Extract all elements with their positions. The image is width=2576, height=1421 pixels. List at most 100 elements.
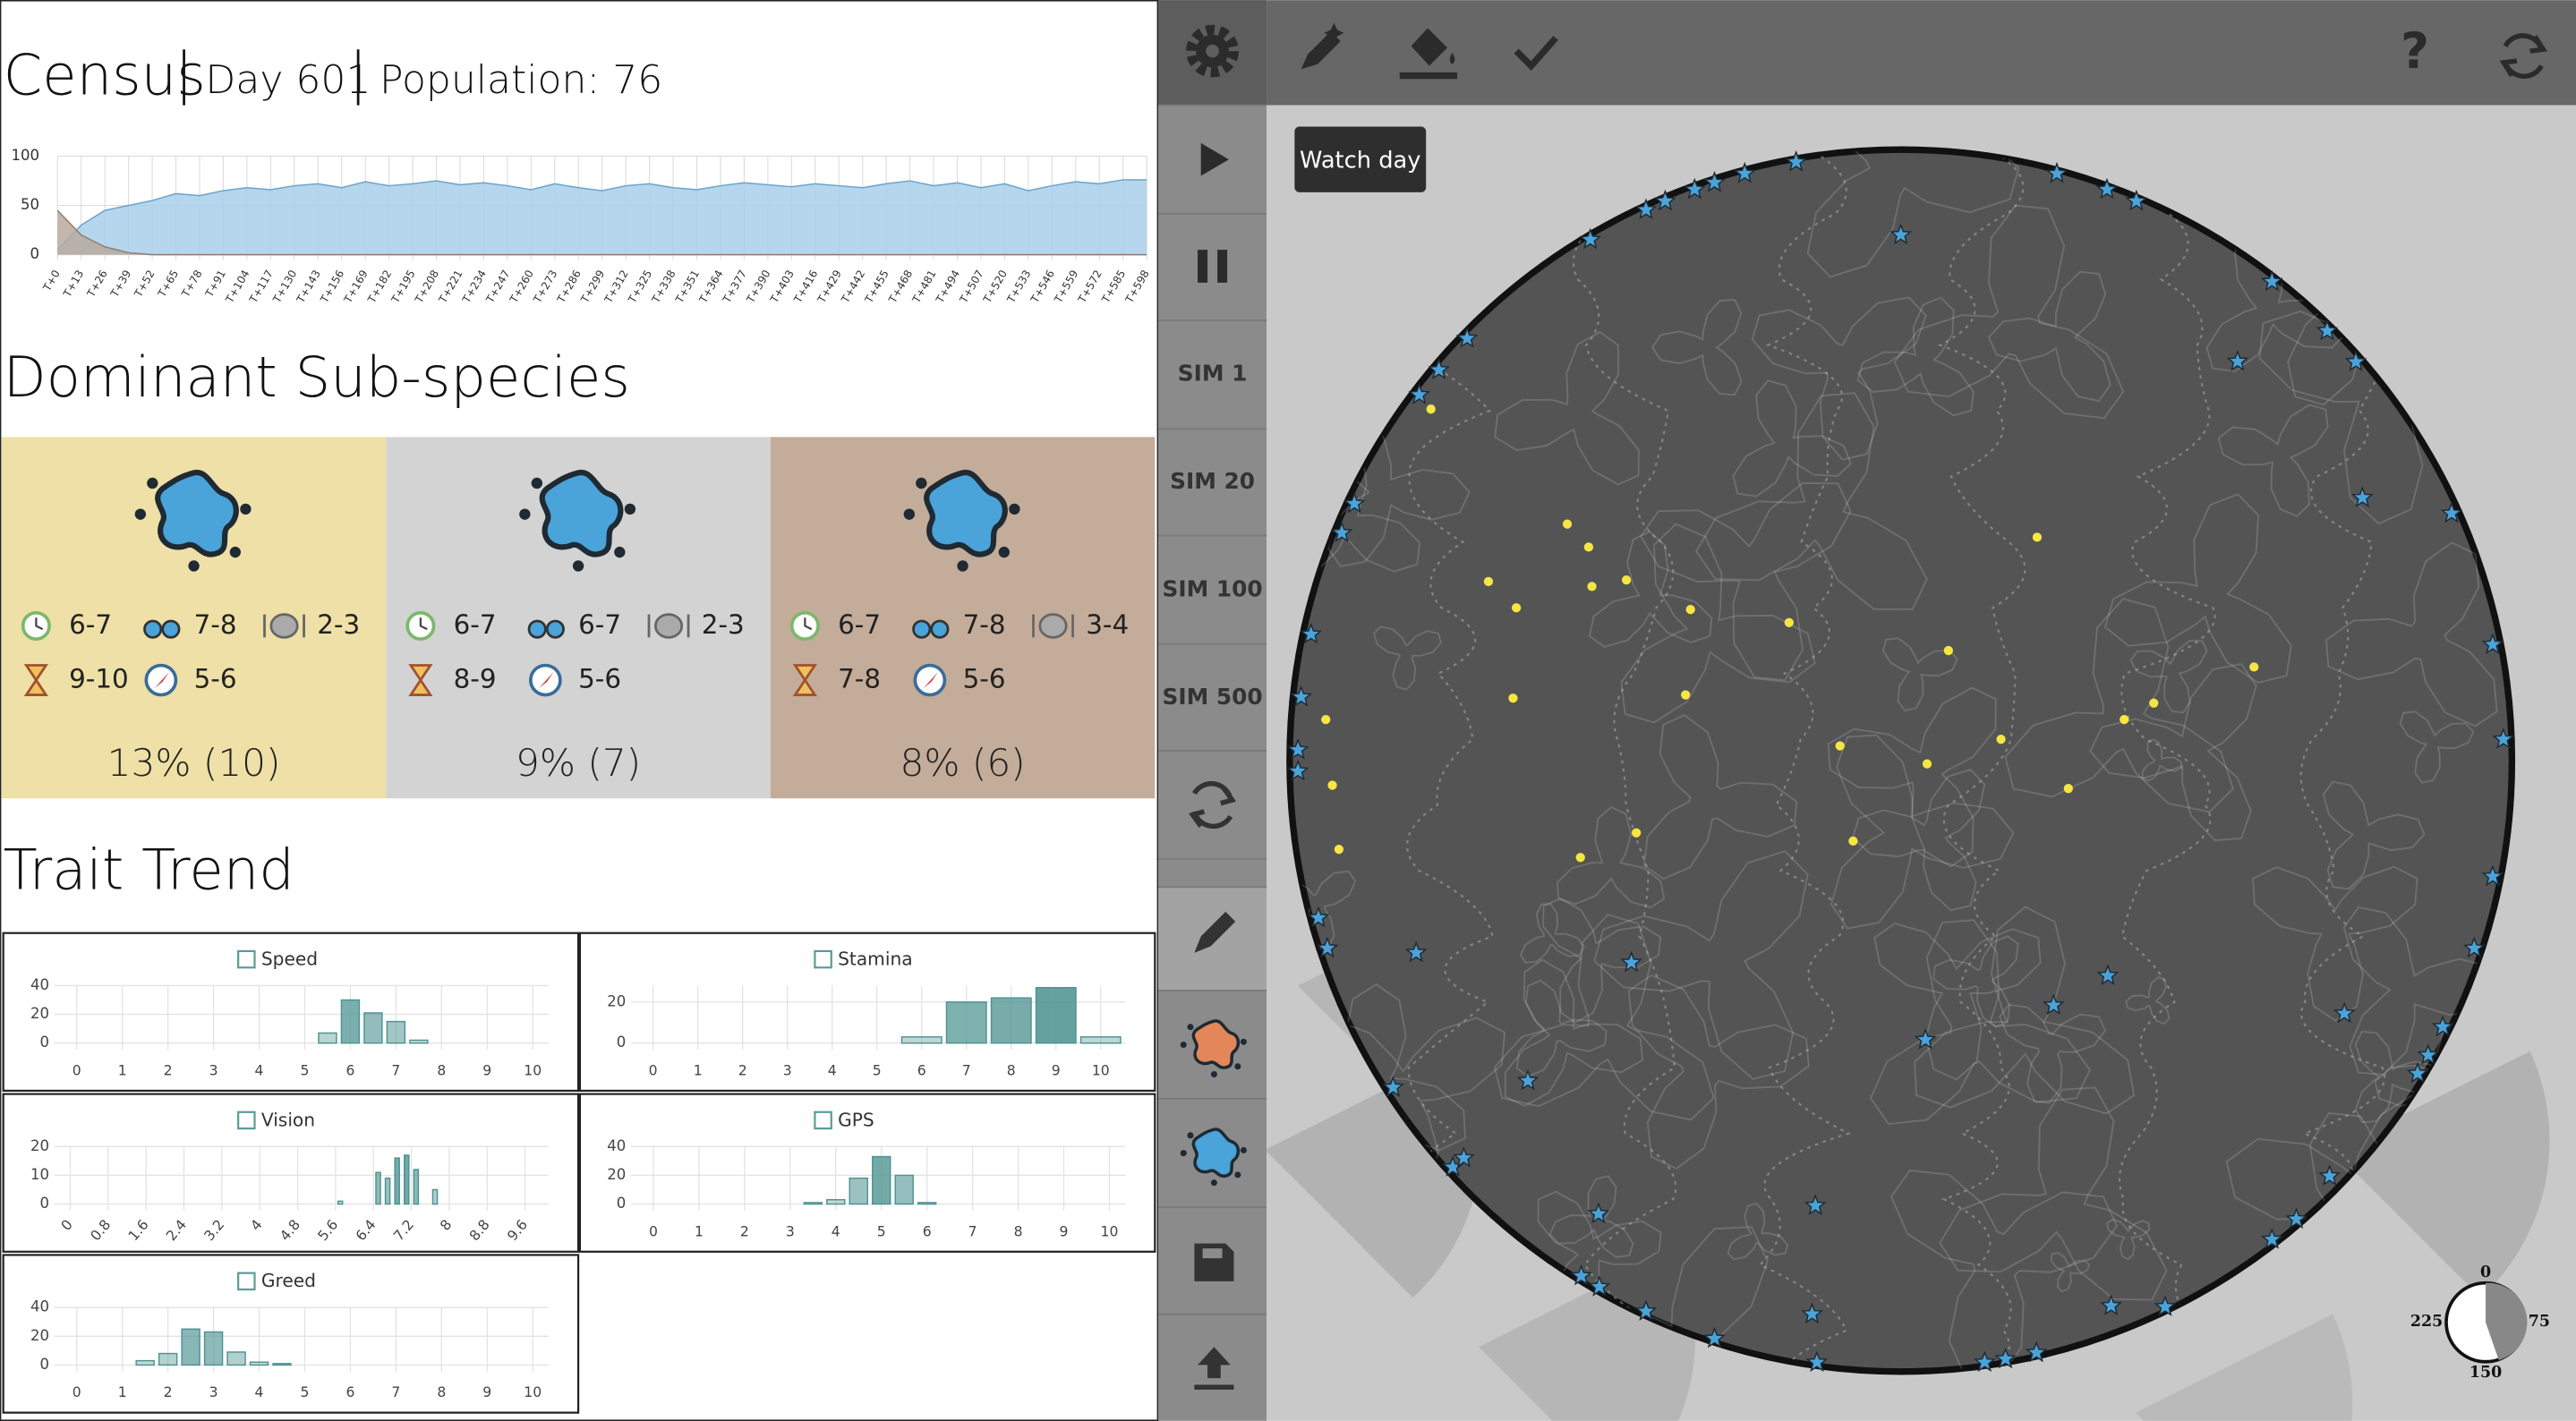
contour-line bbox=[2050, 1252, 2091, 1293]
yellow-creature bbox=[1587, 582, 1597, 591]
blob-dot bbox=[531, 477, 542, 489]
blue-creature bbox=[1804, 1194, 1827, 1216]
legend-checkbox[interactable] bbox=[814, 1110, 832, 1130]
blue-creature bbox=[2042, 993, 2065, 1016]
blue-creature bbox=[2025, 1340, 2048, 1363]
sim-button[interactable]: SIM 1 bbox=[1178, 361, 1248, 387]
yellow-creature bbox=[1327, 780, 1337, 790]
x-tick-label: 2 bbox=[738, 1062, 747, 1078]
blue-creature bbox=[1620, 950, 1642, 973]
legend-label: Greed bbox=[261, 1270, 316, 1291]
contour-line bbox=[1494, 331, 1640, 486]
trait-range: 6-7 bbox=[69, 609, 112, 640]
legend-checkbox[interactable] bbox=[237, 1272, 256, 1291]
x-tick-label: 8 bbox=[1007, 1062, 1016, 1078]
share: 8% (6) bbox=[900, 741, 1026, 785]
contour-line bbox=[1542, 898, 1662, 1025]
blue-creature bbox=[1300, 622, 1323, 644]
blob-dot bbox=[240, 503, 252, 515]
x-tick-label: 6 bbox=[345, 1384, 354, 1400]
blob-dot bbox=[1210, 1071, 1217, 1078]
contour-line bbox=[1556, 805, 1666, 909]
edit-button[interactable] bbox=[1301, 22, 1344, 70]
x-tick-label: 8 bbox=[437, 1384, 446, 1400]
yellow-creature bbox=[2149, 698, 2159, 708]
blue-creature bbox=[1994, 1347, 2017, 1369]
reset-button[interactable] bbox=[1189, 780, 1237, 830]
bar bbox=[872, 1155, 891, 1205]
blue-creature bbox=[1286, 759, 1309, 781]
blue-creature bbox=[2285, 1207, 2308, 1230]
sim-button[interactable]: SIM 20 bbox=[1170, 468, 1255, 494]
clock-icon bbox=[789, 610, 820, 641]
bar bbox=[403, 1154, 410, 1205]
chart-frame bbox=[2, 1254, 580, 1414]
contour-line bbox=[2354, 1031, 2442, 1124]
blue-brush-button[interactable] bbox=[1180, 1127, 1247, 1187]
contour-line bbox=[1914, 906, 2136, 1115]
hourglass bbox=[23, 664, 48, 696]
sim-button[interactable]: SIM 100 bbox=[1163, 575, 1263, 601]
confirm-button[interactable] bbox=[1514, 35, 1558, 71]
play-button[interactable] bbox=[1200, 142, 1229, 176]
sim-button[interactable]: SIM 500 bbox=[1163, 684, 1263, 710]
gear-teeth bbox=[1186, 24, 1239, 78]
contour-line bbox=[1856, 296, 1975, 417]
blob-body bbox=[924, 470, 1008, 557]
help-button[interactable]: ? bbox=[2401, 22, 2429, 80]
orange-brush-button[interactable] bbox=[1180, 1019, 1247, 1078]
refresh-button[interactable] bbox=[2499, 33, 2547, 79]
x-tick-label: 3 bbox=[209, 1062, 218, 1078]
blue-creature bbox=[2351, 486, 2374, 507]
yellow-creature bbox=[1562, 519, 1573, 529]
yellow-creature bbox=[1483, 576, 1494, 587]
subspecies-title: Dominant Sub-species bbox=[4, 345, 630, 410]
contour-line bbox=[1372, 625, 1442, 691]
yellow-creature bbox=[1996, 734, 2006, 745]
y-tick-label: 100 bbox=[12, 147, 39, 164]
contour-line bbox=[2106, 1218, 2151, 1261]
trait-range: 8-9 bbox=[454, 664, 497, 694]
blue-creature bbox=[1801, 1302, 1823, 1324]
bar bbox=[917, 1202, 937, 1205]
upload-button[interactable] bbox=[1194, 1347, 1234, 1390]
fill-button[interactable] bbox=[1399, 28, 1458, 80]
blob-dot bbox=[188, 560, 200, 572]
legend-checkbox[interactable] bbox=[237, 1110, 256, 1130]
bar bbox=[337, 1200, 344, 1205]
hourglass-icon bbox=[408, 664, 433, 696]
save-button[interactable] bbox=[1194, 1243, 1234, 1281]
settings-button[interactable] bbox=[1186, 24, 1239, 78]
y-tick-label: 0 bbox=[40, 1195, 50, 1212]
contour-line bbox=[2141, 738, 2183, 782]
bar bbox=[990, 997, 1032, 1044]
y-tick-label: 20 bbox=[607, 1166, 626, 1183]
yellow-creature bbox=[2032, 532, 2043, 542]
yellow-creature bbox=[1848, 836, 1858, 847]
blue-creature bbox=[2481, 633, 2504, 655]
share: 13% (10) bbox=[107, 741, 281, 785]
legend-label: Vision bbox=[261, 1109, 315, 1130]
blue-creature bbox=[1703, 171, 1726, 192]
y-tick-label: 0 bbox=[30, 245, 40, 262]
contour-line bbox=[1889, 1169, 2119, 1372]
x-tick-label: 7 bbox=[391, 1384, 400, 1400]
tooltip bbox=[1294, 126, 1427, 192]
top-bar-buttons: ? bbox=[1301, 22, 2547, 80]
blue-creature bbox=[1683, 177, 1706, 200]
x-tick-label: 4 bbox=[828, 1062, 837, 1078]
legend-checkbox[interactable] bbox=[814, 949, 832, 969]
pause-button[interactable] bbox=[1198, 250, 1228, 283]
x-tick-label: 10 bbox=[1101, 1223, 1119, 1239]
blue-creature bbox=[2344, 350, 2367, 371]
hourglass-icon bbox=[23, 664, 48, 696]
contour-line bbox=[1642, 714, 1798, 881]
blob-dot bbox=[1234, 1171, 1241, 1178]
blue-creature bbox=[1654, 189, 1676, 211]
legend-checkbox[interactable] bbox=[237, 949, 256, 969]
blue-creature bbox=[2492, 728, 2515, 749]
contour-line bbox=[1806, 149, 2020, 278]
yellow-creature bbox=[1334, 844, 1344, 855]
draw-button[interactable] bbox=[1194, 911, 1236, 953]
contour-line bbox=[1830, 734, 2015, 930]
